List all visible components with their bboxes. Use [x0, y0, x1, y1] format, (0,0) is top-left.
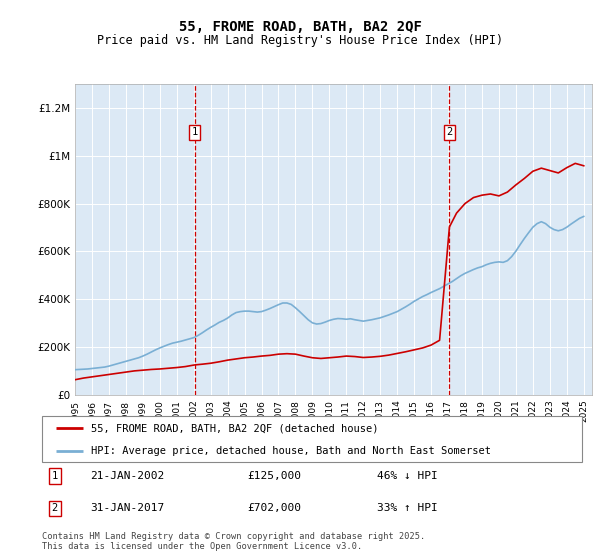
Text: 2: 2 [446, 127, 452, 137]
Text: 55, FROME ROAD, BATH, BA2 2QF (detached house): 55, FROME ROAD, BATH, BA2 2QF (detached … [91, 423, 378, 433]
FancyBboxPatch shape [42, 416, 582, 462]
Text: HPI: Average price, detached house, Bath and North East Somerset: HPI: Average price, detached house, Bath… [91, 446, 491, 455]
Text: Contains HM Land Registry data © Crown copyright and database right 2025.
This d: Contains HM Land Registry data © Crown c… [42, 532, 425, 552]
Text: 21-JAN-2002: 21-JAN-2002 [91, 471, 165, 481]
Text: 2: 2 [52, 503, 58, 513]
Text: 55, FROME ROAD, BATH, BA2 2QF: 55, FROME ROAD, BATH, BA2 2QF [179, 20, 421, 34]
Text: 31-JAN-2017: 31-JAN-2017 [91, 503, 165, 513]
Text: £702,000: £702,000 [247, 503, 301, 513]
Text: Price paid vs. HM Land Registry's House Price Index (HPI): Price paid vs. HM Land Registry's House … [97, 34, 503, 46]
Text: 1: 1 [191, 127, 198, 137]
Text: £125,000: £125,000 [247, 471, 301, 481]
Text: 1: 1 [52, 471, 58, 481]
Text: 46% ↓ HPI: 46% ↓ HPI [377, 471, 437, 481]
Text: 33% ↑ HPI: 33% ↑ HPI [377, 503, 437, 513]
